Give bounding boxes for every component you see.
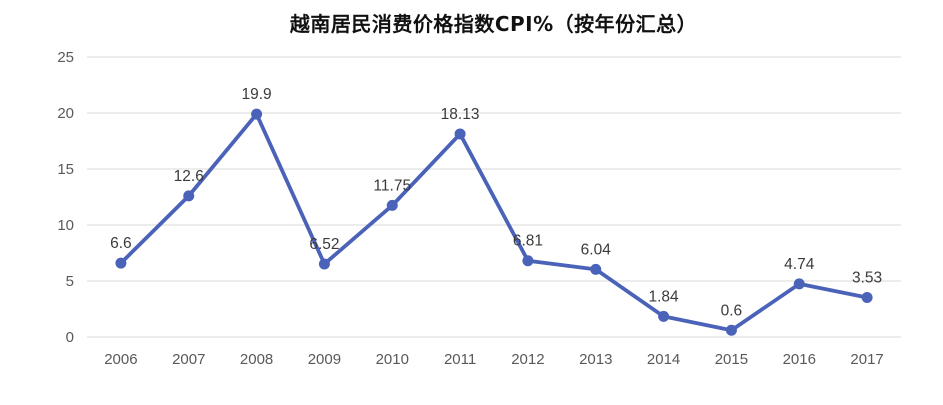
y-axis-tick-label: 0 [66,329,74,346]
x-axis-tick-label: 2014 [647,351,680,368]
data-point-label: 0.6 [721,302,743,319]
data-point-marker [725,324,737,336]
data-point-marker [115,257,127,269]
y-axis-tick-label: 20 [57,105,74,122]
x-axis-tick-label: 2010 [376,351,409,368]
data-point-marker [590,263,602,275]
data-point-marker [386,199,398,211]
data-point-marker [793,278,805,290]
x-axis-tick-label: 2009 [308,351,341,368]
x-axis-tick-label: 2007 [172,351,205,368]
chart-title: 越南居民消费价格指数CPI%（按年份汇总） [289,12,698,36]
data-point-marker [522,255,534,267]
y-axis-tick-label: 10 [57,217,74,234]
data-point-label: 4.74 [784,256,815,273]
y-axis-tick-label: 25 [57,49,74,66]
data-point-label: 11.75 [373,177,411,194]
x-axis-tick-label: 2008 [240,351,273,368]
x-axis-tick-label: 2015 [715,351,748,368]
x-axis-tick-label: 2006 [104,351,137,368]
x-axis-tick-label: 2011 [444,351,476,368]
x-axis-tick-label: 2012 [511,351,544,368]
data-point-label: 12.6 [174,168,204,185]
x-axis-tick-label: 2017 [850,351,883,368]
data-point-label: 1.84 [648,288,679,305]
data-point-label: 18.13 [441,106,480,123]
data-point-label: 6.04 [581,241,612,258]
data-point-label: 3.53 [852,269,882,286]
data-point-marker [861,291,873,303]
data-point-marker [183,190,195,202]
data-point-marker [658,310,670,322]
x-axis-tick-label: 2013 [579,351,612,368]
x-axis-tick-label: 2016 [783,351,816,368]
y-axis-tick-label: 15 [57,161,74,178]
y-axis-tick-label: 5 [66,273,74,290]
cpi-series-line [119,112,869,333]
data-point-marker [318,258,330,270]
data-point-label: 6.81 [513,233,543,250]
data-point-label: 6.6 [110,235,132,252]
data-point-marker [454,128,466,140]
data-point-label: 19.9 [241,86,271,103]
data-point-marker [251,108,263,120]
data-point-label: 6.52 [309,236,339,253]
